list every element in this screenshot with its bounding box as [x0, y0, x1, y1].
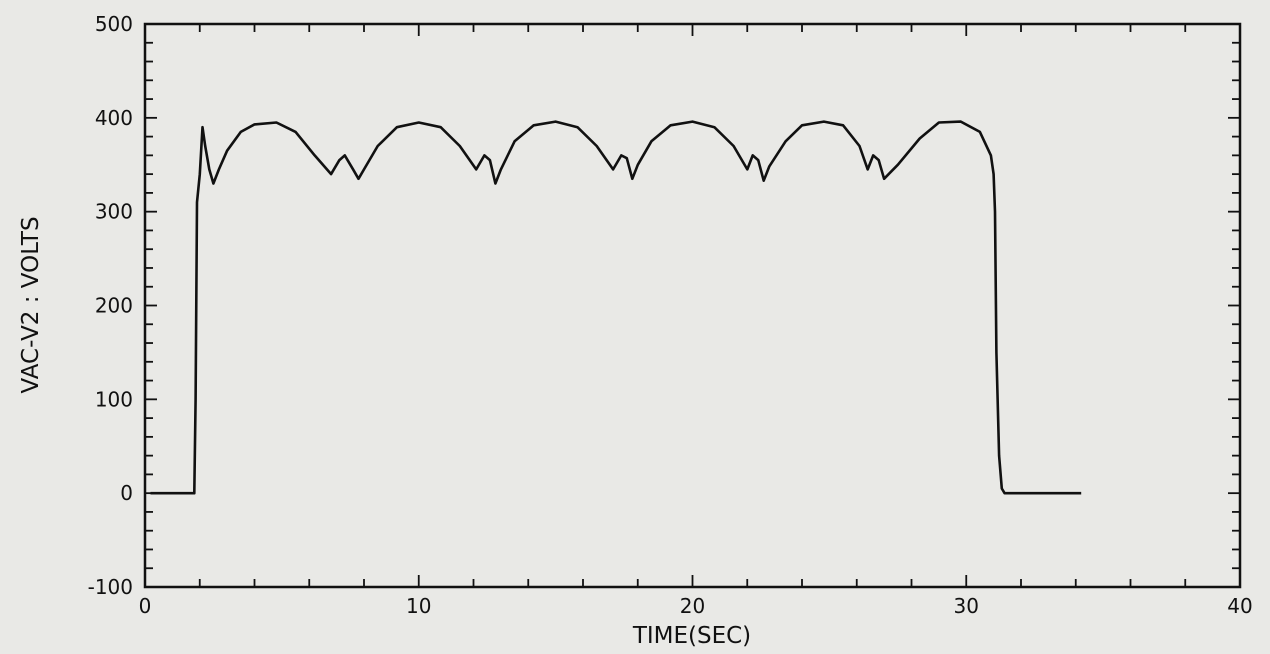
x-tick-label: 10 — [406, 594, 431, 618]
y-tick-label: 100 — [95, 387, 133, 411]
y-tick-label: 300 — [95, 200, 133, 224]
ticks-group — [144, 23, 1241, 588]
y-axis-title: VAC-V2 : VOLTS — [18, 216, 44, 393]
y-tick-label: 500 — [95, 12, 133, 36]
x-tick-label: 0 — [139, 594, 152, 618]
plot-frame — [143, 22, 1242, 589]
x-tick-label: 40 — [1227, 594, 1252, 618]
series-line-vac-v2 — [150, 120, 1082, 495]
y-tick-label: -100 — [88, 575, 133, 599]
x-tick-label: 30 — [954, 594, 979, 618]
y-tick-label: 0 — [120, 481, 133, 505]
x-axis-title: TIME(SEC) — [632, 623, 751, 649]
y-tick-label: 400 — [95, 106, 133, 130]
y-tick-label: 200 — [95, 294, 133, 318]
x-tick-label: 20 — [680, 594, 705, 618]
